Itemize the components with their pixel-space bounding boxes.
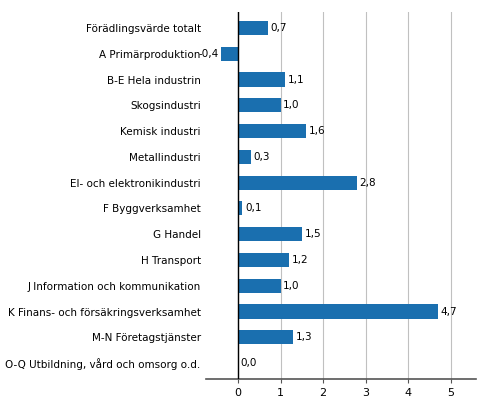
Bar <box>238 150 251 164</box>
Text: 1,2: 1,2 <box>292 255 308 265</box>
Text: 1,3: 1,3 <box>296 332 313 342</box>
Bar <box>221 47 238 61</box>
Text: 0,7: 0,7 <box>271 23 287 33</box>
Bar <box>238 253 289 267</box>
Bar <box>238 176 357 190</box>
Bar <box>238 305 438 319</box>
Text: 2,8: 2,8 <box>360 178 377 188</box>
Bar <box>238 124 306 138</box>
Text: 0,1: 0,1 <box>245 203 261 213</box>
Bar <box>238 279 281 293</box>
Text: 4,7: 4,7 <box>440 307 457 317</box>
Bar <box>238 72 285 87</box>
Text: 1,0: 1,0 <box>283 100 300 110</box>
Text: 0,0: 0,0 <box>241 358 257 368</box>
Text: 1,1: 1,1 <box>287 74 304 84</box>
Bar <box>238 330 294 344</box>
Bar <box>238 98 281 112</box>
Text: 0,3: 0,3 <box>253 152 270 162</box>
Text: 1,5: 1,5 <box>304 229 321 239</box>
Text: -0,4: -0,4 <box>198 49 218 59</box>
Text: 1,0: 1,0 <box>283 281 300 291</box>
Bar <box>238 201 243 215</box>
Bar <box>238 227 302 241</box>
Bar <box>238 21 268 35</box>
Text: 1,6: 1,6 <box>309 126 326 136</box>
